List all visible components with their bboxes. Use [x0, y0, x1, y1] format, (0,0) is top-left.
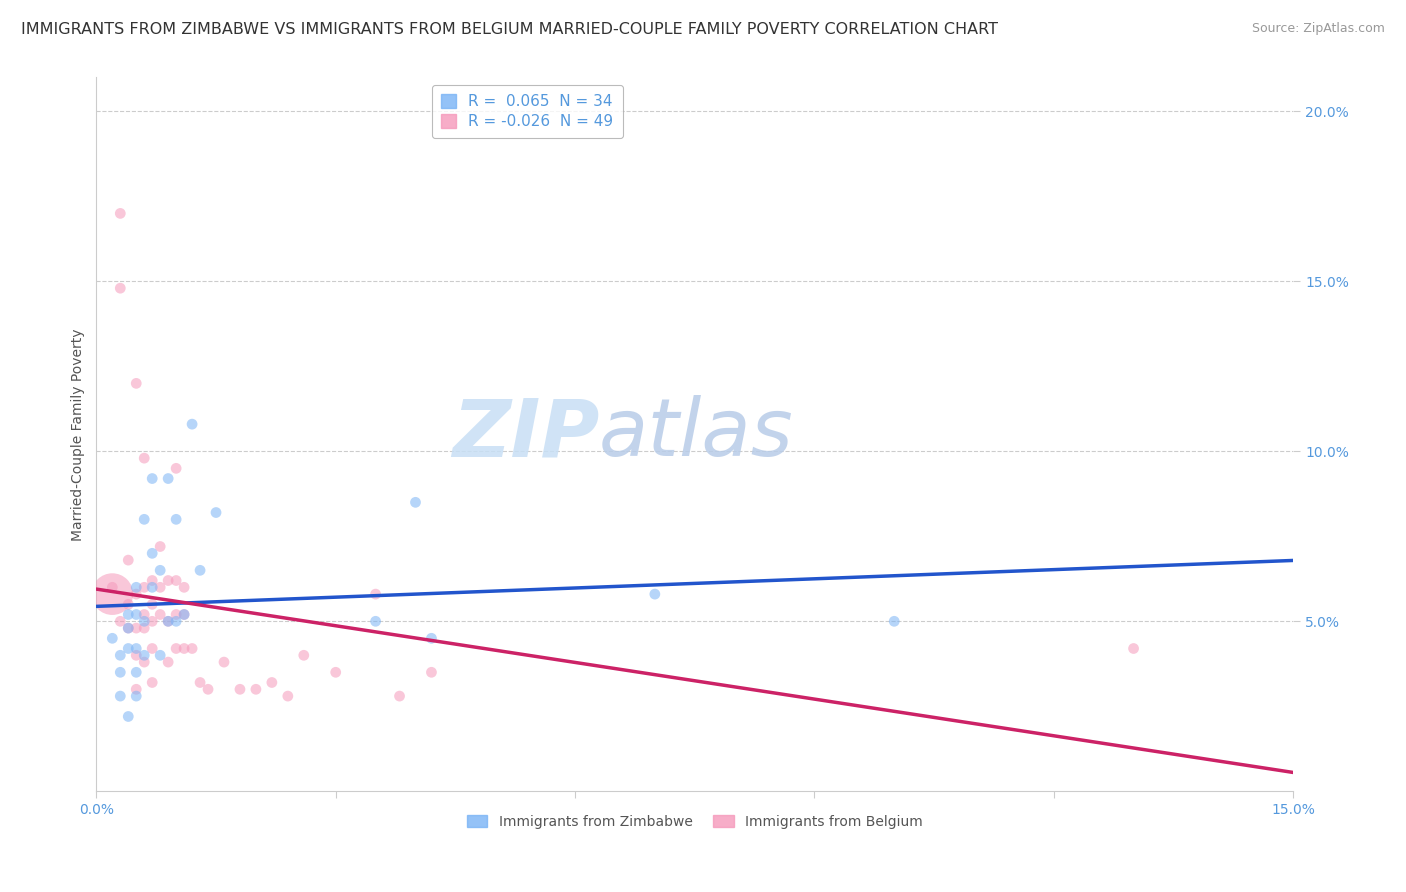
Point [1122, 641, 1144, 656]
Point [134, 655, 156, 669]
Point [141, 615, 163, 629]
Point [110, 648, 132, 663]
Point [157, 615, 180, 629]
Point [117, 621, 139, 635]
Point [134, 621, 156, 635]
Point [110, 206, 132, 220]
Point [212, 655, 235, 669]
Point [125, 689, 148, 703]
Point [141, 546, 163, 560]
Point [364, 615, 387, 629]
Point [110, 689, 132, 703]
Point [157, 615, 180, 629]
Point [173, 607, 195, 622]
Point [173, 641, 195, 656]
Point [110, 615, 132, 629]
Point [141, 471, 163, 485]
Point [101, 632, 124, 646]
Point [141, 580, 163, 594]
Point [125, 648, 148, 663]
Point [117, 641, 139, 656]
Point [173, 607, 195, 622]
Point [125, 665, 148, 680]
Point [405, 495, 427, 509]
Text: Source: ZipAtlas.com: Source: ZipAtlas.com [1251, 22, 1385, 36]
Point [101, 580, 124, 594]
Point [388, 689, 411, 703]
Point [125, 580, 148, 594]
Point [134, 615, 156, 629]
Point [141, 597, 163, 611]
Point [157, 471, 180, 485]
Text: atlas: atlas [599, 395, 794, 474]
Point [125, 641, 148, 656]
Point [188, 563, 211, 577]
Point [325, 665, 347, 680]
Point [165, 574, 187, 588]
Point [125, 376, 148, 391]
Point [157, 574, 180, 588]
Point [117, 621, 139, 635]
Point [165, 461, 187, 475]
Text: IMMIGRANTS FROM ZIMBABWE VS IMMIGRANTS FROM BELGIUM MARRIED-COUPLE FAMILY POVERT: IMMIGRANTS FROM ZIMBABWE VS IMMIGRANTS F… [21, 22, 998, 37]
Point [197, 682, 219, 697]
Point [644, 587, 666, 601]
Point [188, 675, 211, 690]
Point [110, 281, 132, 295]
Point [125, 607, 148, 622]
Point [117, 597, 139, 611]
Point [149, 563, 172, 577]
Point [134, 607, 156, 622]
Point [117, 709, 139, 723]
Point [165, 615, 187, 629]
Point [125, 682, 148, 697]
Point [125, 587, 148, 601]
Y-axis label: Married-Couple Family Poverty: Married-Couple Family Poverty [72, 328, 86, 541]
Point [149, 648, 172, 663]
Point [165, 641, 187, 656]
Point [277, 689, 299, 703]
Point [181, 641, 204, 656]
Point [420, 632, 443, 646]
Point [260, 675, 283, 690]
Point [165, 607, 187, 622]
Point [101, 587, 124, 601]
Point [173, 580, 195, 594]
Point [181, 417, 204, 432]
Point [141, 641, 163, 656]
Point [110, 665, 132, 680]
Point [292, 648, 315, 663]
Legend: Immigrants from Zimbabwe, Immigrants from Belgium: Immigrants from Zimbabwe, Immigrants fro… [461, 809, 928, 834]
Point [117, 607, 139, 622]
Point [883, 615, 905, 629]
Point [134, 580, 156, 594]
Point [134, 648, 156, 663]
Point [149, 607, 172, 622]
Point [141, 675, 163, 690]
Point [205, 506, 228, 520]
Point [229, 682, 252, 697]
Point [149, 580, 172, 594]
Point [134, 512, 156, 526]
Point [165, 512, 187, 526]
Point [141, 574, 163, 588]
Point [149, 540, 172, 554]
Point [245, 682, 267, 697]
Point [420, 665, 443, 680]
Text: ZIP: ZIP [451, 395, 599, 474]
Point [364, 587, 387, 601]
Point [134, 451, 156, 466]
Point [117, 553, 139, 567]
Point [125, 621, 148, 635]
Point [157, 655, 180, 669]
